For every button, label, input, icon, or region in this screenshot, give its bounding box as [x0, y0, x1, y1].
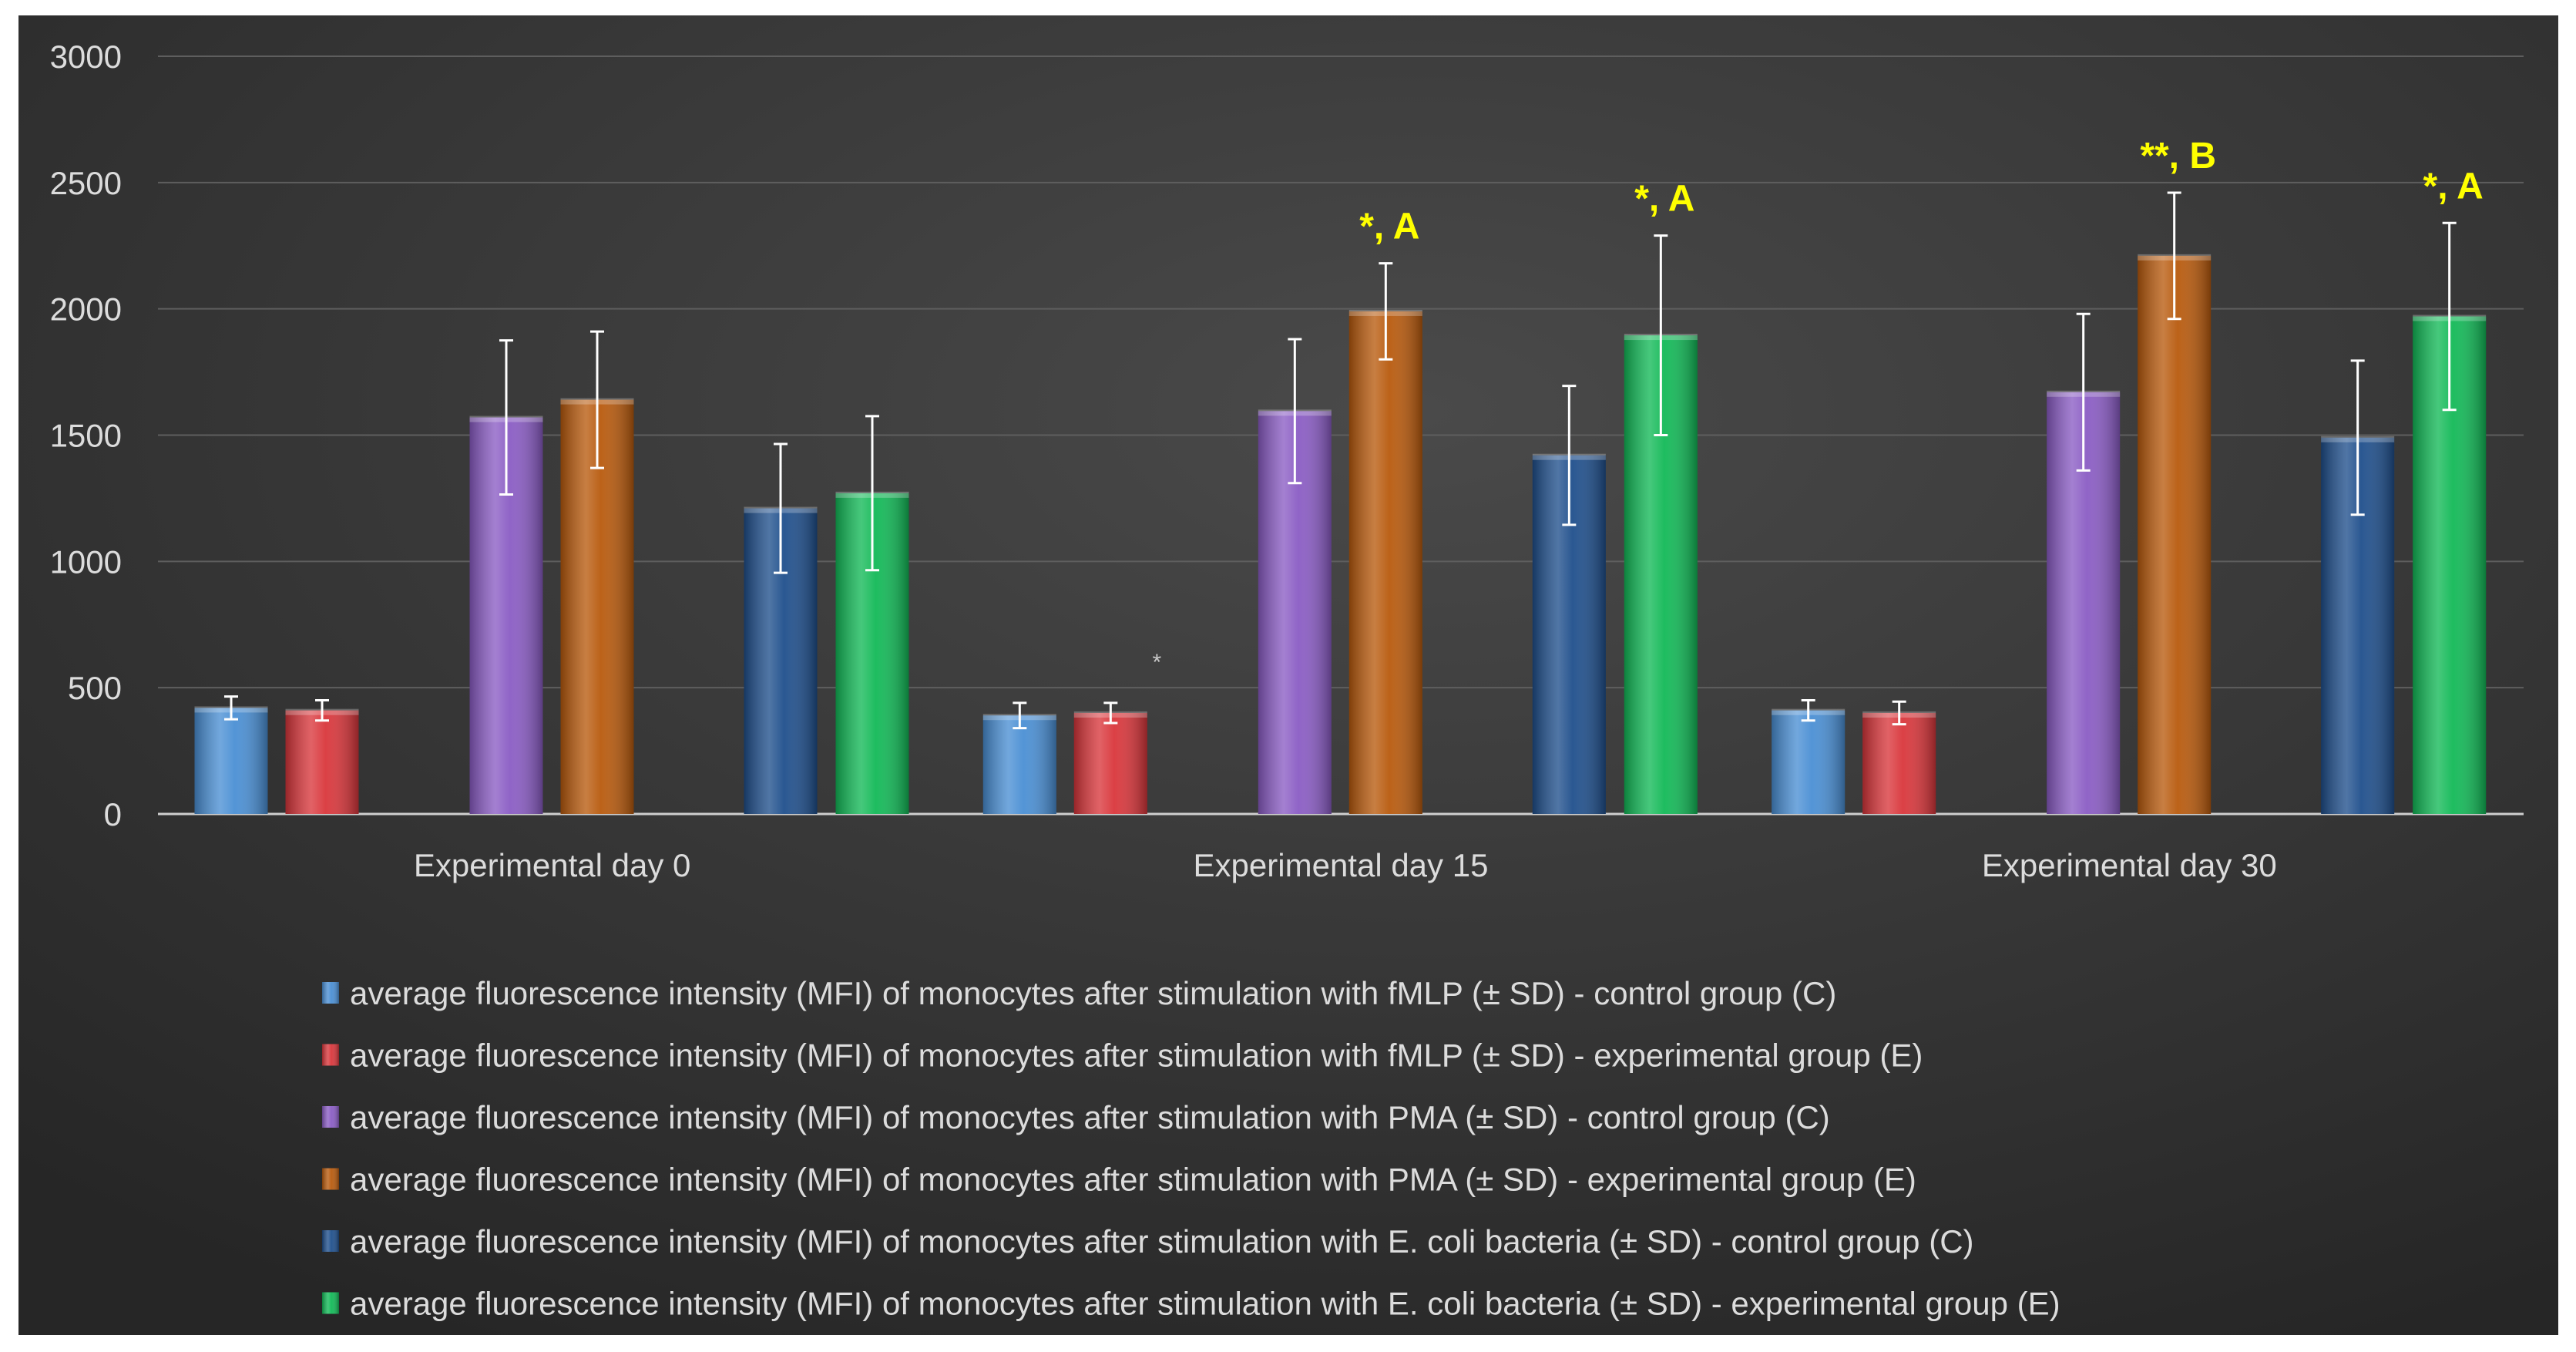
legend-swatch-shading	[322, 1230, 339, 1252]
legend-swatch-shading	[322, 1168, 339, 1190]
legend-item: average fluorescence intensity (MFI) of …	[322, 975, 1836, 1011]
bar-group	[1862, 700, 1936, 814]
legend-item: average fluorescence intensity (MFI) of …	[322, 1286, 2060, 1322]
bar-shading	[1772, 710, 1846, 814]
y-tick-label: 2500	[50, 165, 122, 201]
bar-shading	[194, 708, 268, 814]
bar-group	[835, 415, 909, 814]
bar-group	[2321, 359, 2395, 814]
bar-shading	[982, 715, 1056, 814]
y-tick-label: 3000	[50, 39, 122, 75]
significance-annotation: **, B	[2140, 136, 2216, 177]
bar-shading	[285, 710, 359, 814]
bar-group	[982, 701, 1056, 814]
x-category-label: Experimental day 0	[414, 847, 691, 883]
y-tick-label: 2000	[50, 291, 122, 328]
legend-swatch-shading	[322, 1292, 339, 1314]
bar-shading	[2138, 255, 2212, 814]
significance-annotation: *, A	[2423, 166, 2484, 207]
legend-item: average fluorescence intensity (MFI) of …	[322, 1223, 1974, 1260]
bars-layer	[194, 191, 2487, 815]
x-category-label: Experimental day 15	[1194, 847, 1489, 883]
legend-label: average fluorescence intensity (MFI) of …	[350, 1223, 1974, 1260]
significance-annotation: *, A	[1359, 207, 1419, 247]
labels-layer: 0 500 1000 1500 2000 2500 3000 Experimental day…	[50, 39, 2484, 883]
significance-annotation: *	[1152, 650, 1161, 675]
bar-group	[1258, 338, 1332, 814]
bar-group	[1348, 262, 1422, 814]
legend-label: average fluorescence intensity (MFI) of …	[350, 1099, 1830, 1135]
bar-group	[2413, 221, 2487, 814]
legend-label: average fluorescence intensity (MFI) of …	[350, 975, 1836, 1011]
x-category-label: Experimental day 30	[1982, 847, 2277, 883]
legend-label: average fluorescence intensity (MFI) of …	[350, 1286, 2060, 1322]
significance-annotation: *, A	[1634, 179, 1694, 220]
legend-item: average fluorescence intensity (MFI) of …	[322, 1038, 1923, 1074]
bar-group	[2138, 191, 2212, 814]
y-tick-label: 1500	[50, 418, 122, 454]
bar-group	[194, 695, 268, 814]
legend-swatch-shading	[322, 1044, 339, 1066]
legend-swatch-shading	[322, 982, 339, 1004]
legend-label: average fluorescence intensity (MFI) of …	[350, 1162, 1916, 1198]
legend-label: average fluorescence intensity (MFI) of …	[350, 1038, 1923, 1074]
bar-group	[285, 699, 359, 814]
bar-group	[2047, 312, 2121, 815]
bar-group	[1772, 699, 1846, 814]
bar-group	[469, 339, 543, 814]
bar-shading	[1862, 712, 1936, 814]
bar-group	[1073, 701, 1147, 814]
bar-shading	[1348, 311, 1422, 814]
bar-group	[1532, 385, 1606, 814]
legend-item: average fluorescence intensity (MFI) of …	[322, 1162, 1916, 1198]
legend: average fluorescence intensity (MFI) of …	[322, 975, 2060, 1322]
legend-item: average fluorescence intensity (MFI) of …	[322, 1099, 1830, 1135]
bar-shading	[1073, 712, 1147, 814]
y-tick-label: 0	[104, 796, 122, 832]
bar-group	[1624, 234, 1698, 814]
bar-group	[744, 442, 818, 814]
grid-layer	[158, 55, 2524, 816]
y-tick-label: 500	[68, 670, 122, 706]
legend-swatch-shading	[322, 1106, 339, 1128]
bar-group	[560, 330, 634, 814]
y-tick-label: 1000	[50, 543, 122, 580]
